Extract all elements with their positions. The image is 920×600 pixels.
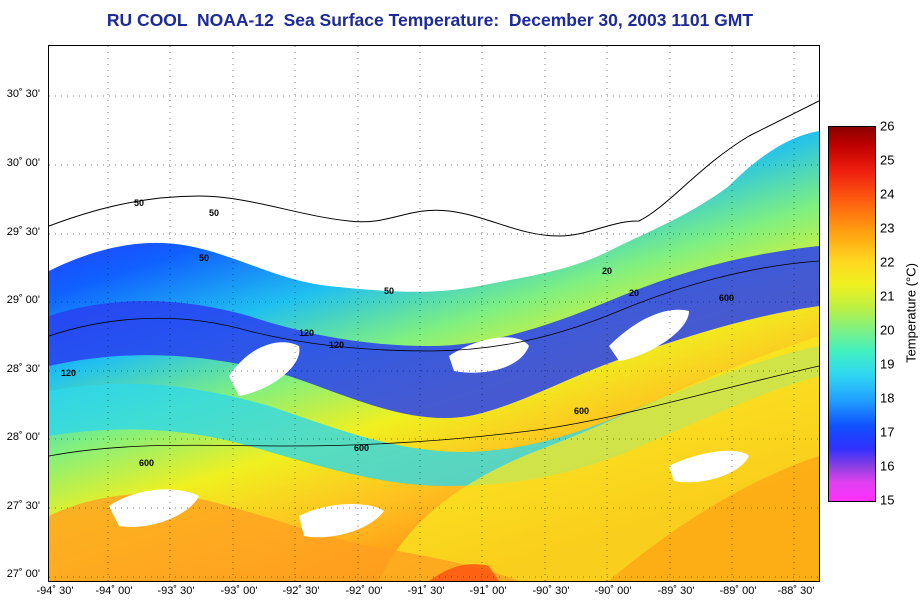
colorbar-tick: 16 xyxy=(880,458,895,474)
contour-label: 120 xyxy=(299,328,314,338)
contour-label: 50 xyxy=(134,198,144,208)
colorbar-tick: 26 xyxy=(880,118,895,134)
latitude-label: 29˚ 30' xyxy=(6,226,40,238)
longitude-label: -90˚ 30' xyxy=(532,585,570,597)
contour-label: 50 xyxy=(199,253,209,263)
longitude-label: -91˚ 30' xyxy=(407,585,445,597)
colorbar-tick: 24 xyxy=(880,186,895,202)
contour-label: 50 xyxy=(384,286,394,296)
longitude-label: -94˚ 00' xyxy=(95,585,133,597)
coastline xyxy=(49,100,819,237)
contour-label: 20 xyxy=(629,288,639,298)
longitude-label: -88˚ 30' xyxy=(777,585,815,597)
contour-label: 600 xyxy=(139,458,154,468)
longitude-label: -89˚ 00' xyxy=(719,585,757,597)
contour-label: 600 xyxy=(354,443,369,453)
colorbar-tick: 21 xyxy=(880,288,895,304)
longitude-label: -91˚ 00' xyxy=(469,585,507,597)
sst-map: 50 50 50 50 120 120 120 600 600 600 600 … xyxy=(48,45,820,582)
colorbar-tick: 22 xyxy=(880,254,895,270)
latitude-label: 27˚ 30' xyxy=(6,500,40,512)
graticule xyxy=(49,46,819,581)
latitude-label: 28˚ 00' xyxy=(6,431,40,443)
longitude-label: -93˚ 00' xyxy=(220,585,258,597)
contour-label: 20 xyxy=(602,266,612,276)
latitude-label: 28˚ 30' xyxy=(6,363,40,375)
sst-map-canvas: 50 50 50 50 120 120 120 600 600 600 600 … xyxy=(49,46,819,581)
longitude-label: -93˚ 30' xyxy=(157,585,195,597)
contour-line xyxy=(49,260,819,352)
longitude-label: -92˚ 00' xyxy=(345,585,383,597)
colorbar-label: Temperature (°C) xyxy=(903,263,919,363)
contour-line xyxy=(49,365,819,457)
latitude-label: 30˚ 30' xyxy=(6,88,40,100)
contour-label: 600 xyxy=(719,293,734,303)
colorbar-tick: 25 xyxy=(880,152,895,168)
latitude-label: 29˚ 00' xyxy=(6,294,40,306)
longitude-label: -89˚ 30' xyxy=(657,585,695,597)
map-title: RU COOL NOAA-12 Sea Surface Temperature:… xyxy=(106,10,754,30)
temperature-colorbar xyxy=(828,126,876,502)
contour-label: 120 xyxy=(329,340,344,350)
longitude-label: -94˚ 30' xyxy=(36,585,74,597)
longitude-label: -90˚ 00' xyxy=(594,585,632,597)
colorbar-tick: 19 xyxy=(880,356,895,372)
colorbar-tick: 20 xyxy=(880,322,895,338)
colorbar-tick: 17 xyxy=(880,424,895,440)
colorbar-tick: 18 xyxy=(880,390,895,406)
longitude-label: -92˚ 30' xyxy=(282,585,320,597)
contour-label: 50 xyxy=(209,208,219,218)
latitude-label: 30˚ 00' xyxy=(6,157,40,169)
colorbar-tick: 15 xyxy=(880,492,895,508)
latitude-label: 27˚ 00' xyxy=(6,568,40,580)
contour-label: 600 xyxy=(574,406,589,416)
contour-label: 120 xyxy=(61,368,76,378)
colorbar-tick: 23 xyxy=(880,220,895,236)
